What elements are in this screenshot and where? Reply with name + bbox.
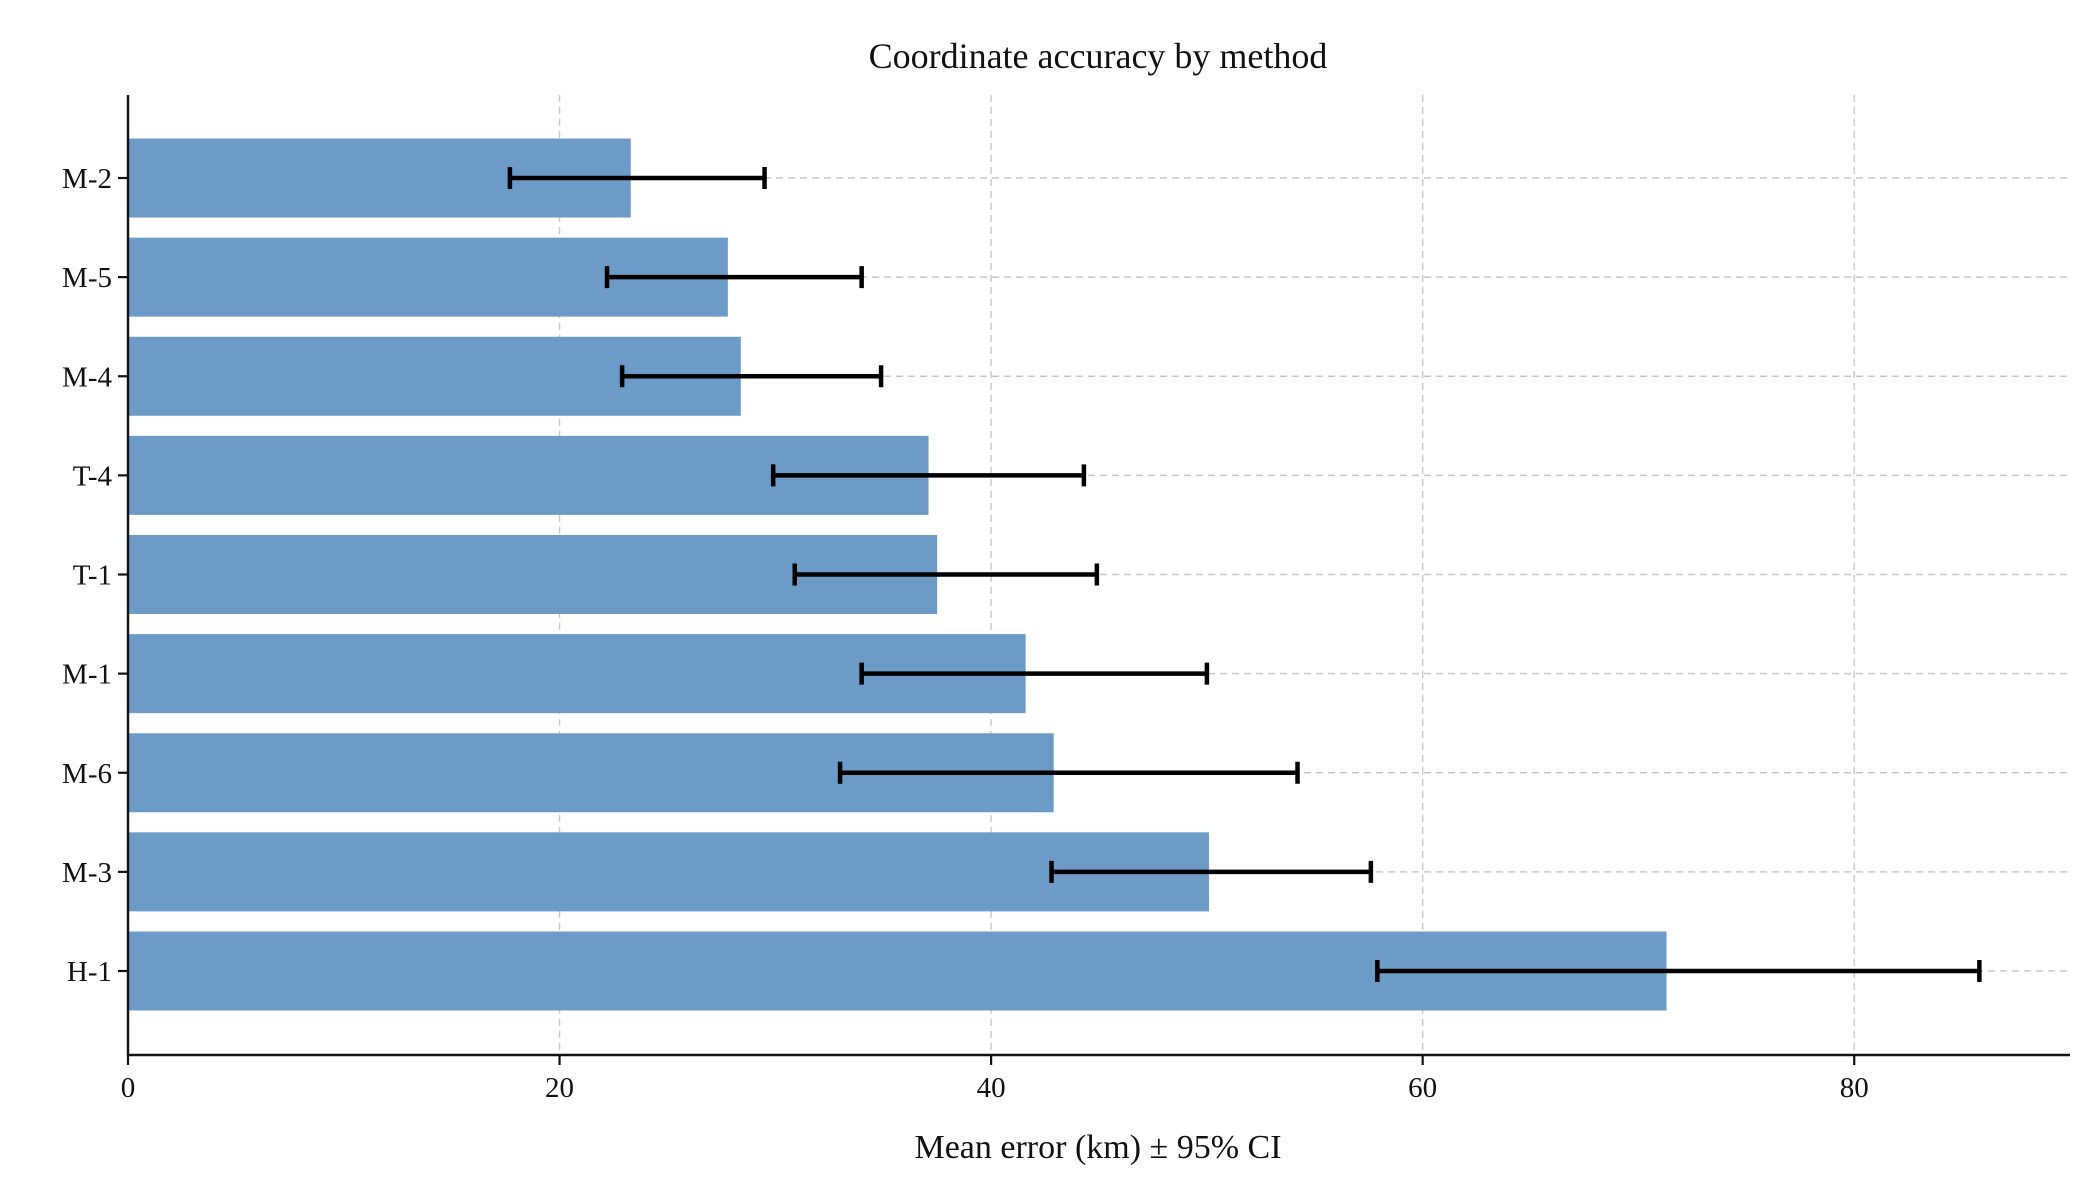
x-tick-label: 40	[977, 1072, 1006, 1104]
error-bars	[507, 167, 1982, 982]
x-tick-label: 0	[121, 1072, 136, 1104]
x-tick-label: 20	[545, 1072, 574, 1104]
error-bar-t-1	[792, 563, 1100, 586]
bar-m-3	[128, 832, 1210, 912]
axes: 0 20 40 60 80 M-2 M-5 M-4 T-4 T-1 M-1 M-6 M-3 H-1	[62, 95, 2070, 1104]
y-tick-label-m-6: M-6	[62, 758, 112, 790]
error-bar-m-3	[1049, 860, 1374, 883]
y-tick-label-m-3: M-3	[62, 857, 112, 889]
error-bar-m-5	[604, 266, 864, 289]
error-bar-h-1	[1375, 960, 1982, 982]
x-axis-label: Mean error (km) ± 95% CI	[914, 1129, 1281, 1166]
y-tick-label-m-1: M-1	[62, 659, 112, 691]
error-bar-m-1	[859, 662, 1210, 685]
x-tick-label: 80	[1840, 1072, 1869, 1104]
error-bar-t-4	[770, 464, 1087, 487]
error-bar-m-2	[507, 167, 767, 189]
y-tick-label-m-2: M-2	[62, 163, 112, 195]
error-bar-m-6	[837, 761, 1300, 784]
y-tick-label-m-5: M-5	[62, 262, 112, 294]
y-tick-label-h-1: H-1	[67, 956, 112, 988]
y-tick-label-t-1: T-1	[73, 560, 112, 592]
chart-title: Coordinate accuracy by method	[869, 36, 1328, 76]
error-bar-m-4	[619, 365, 884, 388]
y-tick-label-m-4: M-4	[62, 361, 112, 393]
y-tick-label-t-4: T-4	[73, 460, 113, 492]
x-tick-label: 60	[1408, 1072, 1437, 1104]
